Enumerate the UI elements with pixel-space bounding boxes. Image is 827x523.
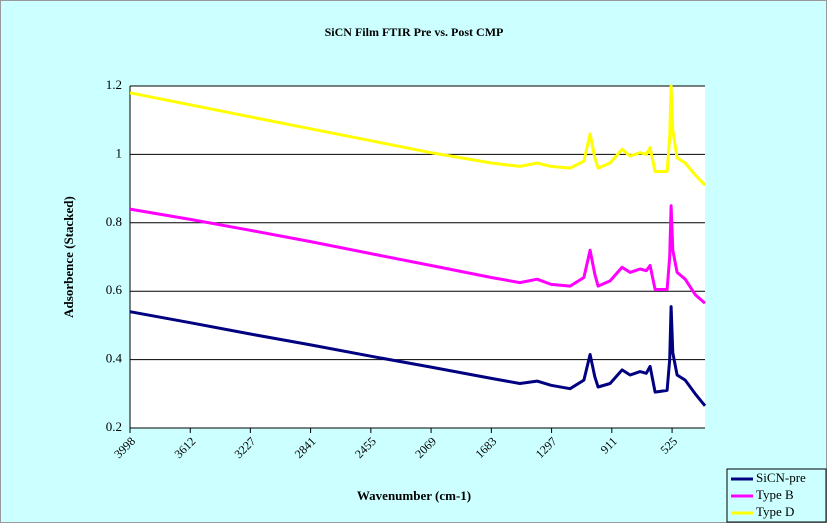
y-tick-label: 1.2	[106, 77, 122, 92]
y-axis-label: Adsorbence (Stacked)	[61, 196, 76, 318]
y-tick-label: 1	[116, 145, 123, 160]
legend-label: SiCN-pre	[756, 470, 806, 485]
x-axis-label: Wavenumber (cm-1)	[357, 488, 471, 503]
y-tick-label: 0.2	[106, 419, 122, 434]
series-line	[129, 84, 707, 187]
y-tick-label: 0.6	[106, 282, 123, 297]
plot-area	[130, 86, 705, 428]
chart-title: SiCN Film FTIR Pre vs. Post CMP	[325, 25, 504, 39]
y-tick-label: 0.4	[106, 351, 123, 366]
legend-label: Type B	[756, 487, 794, 502]
legend-label: Type D	[756, 504, 794, 519]
series-line	[129, 204, 706, 305]
series-line	[129, 305, 707, 407]
y-tick-label: 0.8	[106, 214, 122, 229]
